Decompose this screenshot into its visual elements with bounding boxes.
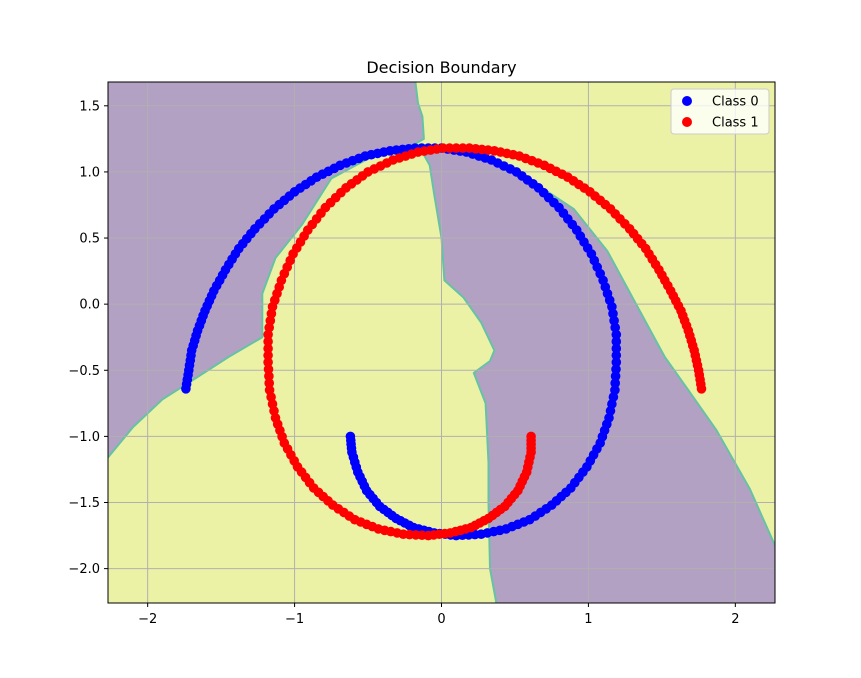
grid-lines	[108, 82, 775, 603]
data-point	[458, 143, 468, 153]
data-point	[263, 357, 273, 368]
data-point	[264, 378, 275, 389]
y-axis: 1.5 1.0 0.5 0.0 −0.5 −1.0 −1.5 −2.0	[68, 99, 108, 577]
data-point	[444, 143, 455, 153]
x-tick-label: 2	[731, 612, 739, 627]
data-point	[464, 143, 475, 153]
data-point	[611, 364, 621, 375]
legend-box	[670, 88, 770, 135]
legend: Class 0 Class 1	[670, 88, 770, 135]
scatter-points	[181, 143, 707, 541]
y-tick-label: 1.5	[79, 99, 100, 114]
legend-marker-class-0	[682, 96, 692, 106]
legend-label-class-1: Class 1	[712, 116, 759, 131]
legend-label-class-0: Class 0	[712, 95, 759, 110]
data-point	[611, 343, 622, 354]
data-point	[610, 378, 620, 389]
x-tick-label: −1	[285, 612, 304, 627]
data-point	[611, 336, 622, 347]
data-point	[263, 364, 274, 375]
y-tick-label: −1.5	[68, 496, 100, 511]
y-tick-label: 0.0	[79, 298, 100, 313]
plot-area	[108, 82, 775, 603]
data-point	[345, 431, 356, 442]
y-tick-label: 0.5	[79, 232, 100, 247]
legend-marker-class-1	[682, 117, 692, 127]
data-point	[451, 143, 462, 153]
x-tick-label: 1	[584, 612, 592, 627]
y-tick-label: 1.0	[79, 165, 100, 180]
data-point	[264, 371, 274, 382]
data-point	[263, 350, 273, 361]
data-point	[526, 431, 536, 442]
y-tick-label: −2.0	[68, 562, 100, 577]
series-class-1	[263, 143, 707, 541]
data-point	[611, 350, 622, 361]
data-point	[610, 371, 621, 382]
y-tick-label: −0.5	[68, 364, 100, 379]
x-axis: −2 −1 0 1 2	[138, 603, 739, 627]
y-tick-label: −1.0	[68, 430, 100, 445]
data-point	[263, 329, 273, 340]
chart-title: Decision Boundary	[366, 58, 516, 77]
x-tick-label: −2	[138, 612, 157, 627]
data-point	[611, 329, 622, 340]
data-point	[263, 343, 273, 354]
data-point	[263, 336, 273, 347]
data-point	[611, 357, 622, 368]
x-tick-label: 0	[437, 612, 445, 627]
